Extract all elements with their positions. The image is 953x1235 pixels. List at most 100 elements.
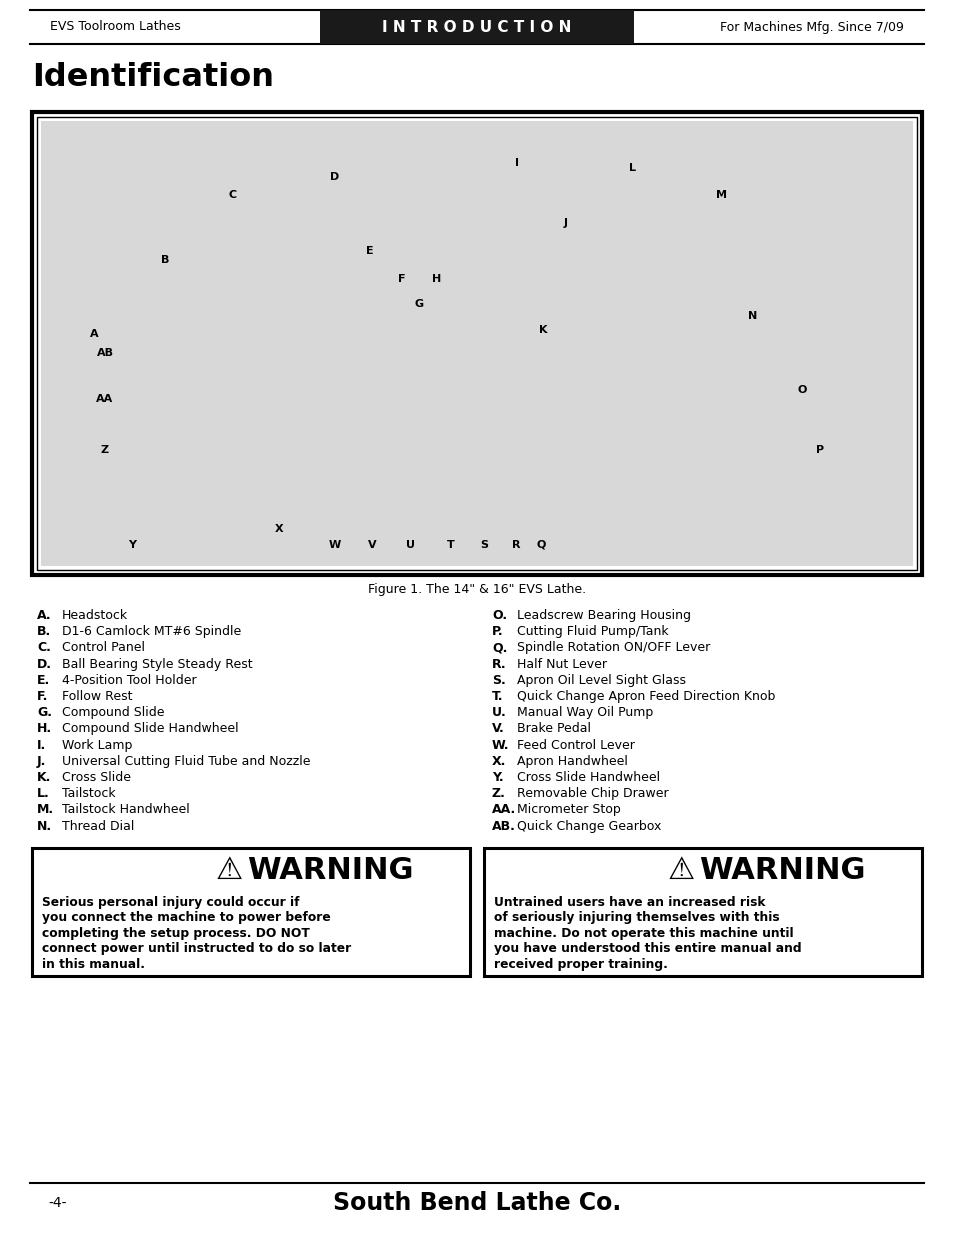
Text: Identification: Identification [32, 63, 274, 94]
Text: connect power until instructed to do so later: connect power until instructed to do so … [42, 942, 351, 956]
Text: 4-Position Tool Holder: 4-Position Tool Holder [62, 674, 196, 687]
Text: Untrained users have an increased risk: Untrained users have an increased risk [494, 895, 764, 909]
Text: Q.: Q. [492, 641, 507, 655]
Text: R.: R. [492, 657, 506, 671]
Text: of seriously injuring themselves with this: of seriously injuring themselves with th… [494, 911, 779, 924]
Text: C: C [228, 190, 236, 200]
Text: in this manual.: in this manual. [42, 958, 145, 971]
Text: L.: L. [37, 787, 50, 800]
Text: A.: A. [37, 609, 51, 622]
Text: X.: X. [492, 755, 506, 768]
Text: T.: T. [492, 690, 503, 703]
Text: Leadscrew Bearing Housing: Leadscrew Bearing Housing [517, 609, 690, 622]
Text: Micrometer Stop: Micrometer Stop [517, 804, 620, 816]
Text: N: N [747, 311, 757, 321]
Text: F.: F. [37, 690, 49, 703]
Text: Q: Q [536, 540, 545, 550]
Text: W: W [328, 540, 340, 550]
Text: G.: G. [37, 706, 52, 719]
Text: Universal Cutting Fluid Tube and Nozzle: Universal Cutting Fluid Tube and Nozzle [62, 755, 310, 768]
Text: F: F [397, 274, 405, 284]
Text: For Machines Mfg. Since 7/09: For Machines Mfg. Since 7/09 [720, 21, 903, 33]
Text: completing the setup process. DO NOT: completing the setup process. DO NOT [42, 926, 310, 940]
Text: V: V [367, 540, 375, 550]
Text: K: K [539, 325, 547, 335]
Text: Cross Slide Handwheel: Cross Slide Handwheel [517, 771, 659, 784]
Text: Apron Oil Level Sight Glass: Apron Oil Level Sight Glass [517, 674, 685, 687]
Text: O.: O. [492, 609, 507, 622]
Text: C.: C. [37, 641, 51, 655]
Text: you have understood this entire manual and: you have understood this entire manual a… [494, 942, 801, 956]
Text: Quick Change Gearbox: Quick Change Gearbox [517, 820, 660, 832]
Text: Z: Z [101, 445, 109, 454]
Text: U: U [405, 540, 415, 550]
Text: Compound Slide Handwheel: Compound Slide Handwheel [62, 722, 238, 735]
Text: Y: Y [129, 540, 136, 550]
Text: R: R [512, 540, 520, 550]
Text: B.: B. [37, 625, 51, 638]
Text: Apron Handwheel: Apron Handwheel [517, 755, 627, 768]
Text: E.: E. [37, 674, 51, 687]
Text: AB.: AB. [492, 820, 516, 832]
Text: A: A [90, 330, 98, 340]
Text: B: B [161, 256, 170, 266]
Text: Cutting Fluid Pump/Tank: Cutting Fluid Pump/Tank [517, 625, 668, 638]
Text: Headstock: Headstock [62, 609, 128, 622]
Text: you connect the machine to power before: you connect the machine to power before [42, 911, 331, 924]
Text: P.: P. [492, 625, 503, 638]
Bar [319, 10, 634, 44]
Text: AA: AA [96, 394, 113, 404]
Text: ⚠: ⚠ [667, 856, 695, 885]
Text: Thread Dial: Thread Dial [62, 820, 134, 832]
Text: AB: AB [96, 348, 113, 358]
Text: EVS Toolroom Lathes: EVS Toolroom Lathes [50, 21, 180, 33]
Text: O: O [797, 385, 805, 395]
Bar [41, 121, 912, 566]
Text: Manual Way Oil Pump: Manual Way Oil Pump [517, 706, 653, 719]
Text: I N T R O D U C T I O N: I N T R O D U C T I O N [382, 20, 571, 35]
Text: H: H [432, 274, 441, 284]
Text: Work Lamp: Work Lamp [62, 739, 132, 752]
Text: P: P [815, 445, 822, 454]
Text: Half Nut Lever: Half Nut Lever [517, 657, 606, 671]
Text: N.: N. [37, 820, 52, 832]
Text: M: M [716, 190, 726, 200]
Text: K.: K. [37, 771, 51, 784]
Text: S.: S. [492, 674, 505, 687]
Text: Spindle Rotation ON/OFF Lever: Spindle Rotation ON/OFF Lever [517, 641, 709, 655]
Text: D: D [330, 172, 339, 182]
Bar [32, 112, 921, 576]
Text: L: L [629, 163, 636, 173]
Text: Removable Chip Drawer: Removable Chip Drawer [517, 787, 668, 800]
Text: D1-6 Camlock MT#6 Spindle: D1-6 Camlock MT#6 Spindle [62, 625, 241, 638]
Text: H.: H. [37, 722, 52, 735]
Text: machine. Do not operate this machine until: machine. Do not operate this machine unt… [494, 926, 793, 940]
Text: J.: J. [37, 755, 47, 768]
Text: WARNING: WARNING [247, 856, 413, 885]
Bar [483, 847, 921, 976]
Text: M.: M. [37, 804, 54, 816]
Text: AA.: AA. [492, 804, 516, 816]
Text: -4-: -4- [48, 1195, 67, 1210]
Text: X: X [274, 524, 283, 534]
Text: W.: W. [492, 739, 509, 752]
Text: Quick Change Apron Feed Direction Knob: Quick Change Apron Feed Direction Knob [517, 690, 775, 703]
Text: Brake Pedal: Brake Pedal [517, 722, 590, 735]
Text: I.: I. [37, 739, 46, 752]
Text: Compound Slide: Compound Slide [62, 706, 164, 719]
Text: S: S [479, 540, 488, 550]
Text: Tailstock Handwheel: Tailstock Handwheel [62, 804, 190, 816]
Text: Feed Control Lever: Feed Control Lever [517, 739, 634, 752]
Text: Follow Rest: Follow Rest [62, 690, 132, 703]
Text: South Bend Lathe Co.: South Bend Lathe Co. [333, 1191, 620, 1215]
Text: ⚠: ⚠ [215, 856, 243, 885]
Text: Figure 1. The 14" & 16" EVS Lathe.: Figure 1. The 14" & 16" EVS Lathe. [368, 583, 585, 595]
Bar [32, 847, 470, 976]
Text: WARNING: WARNING [699, 856, 864, 885]
Text: U.: U. [492, 706, 506, 719]
Text: Serious personal injury could occur if: Serious personal injury could occur if [42, 895, 299, 909]
Text: J: J [563, 219, 567, 228]
Text: E: E [366, 246, 374, 256]
Text: V.: V. [492, 722, 504, 735]
Text: Tailstock: Tailstock [62, 787, 115, 800]
